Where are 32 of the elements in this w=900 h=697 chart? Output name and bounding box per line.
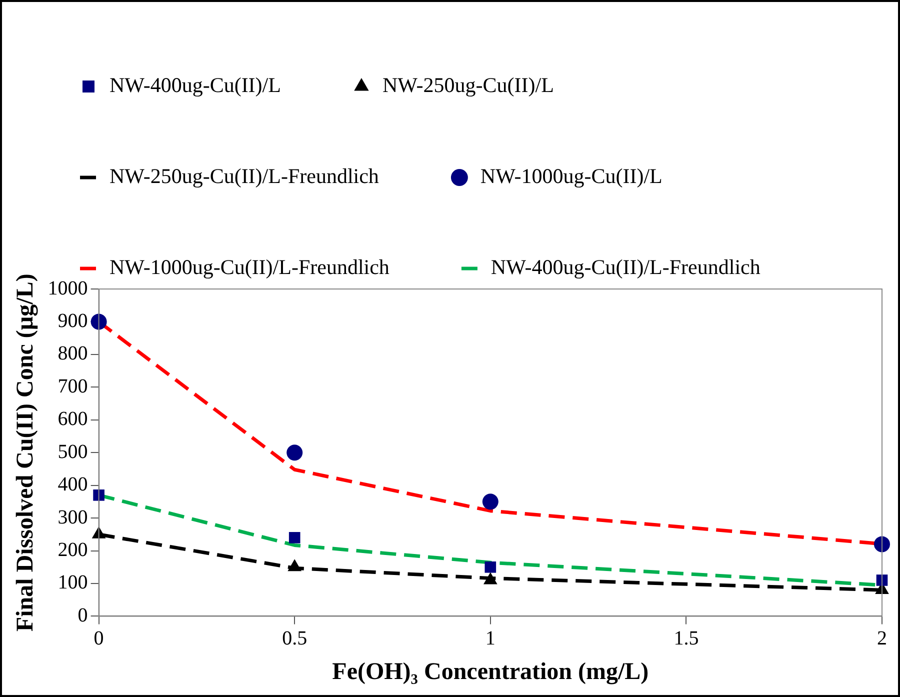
legend-label: NW-250ug-Cu(II)/L xyxy=(382,73,554,98)
y-tick-label: 1000 xyxy=(48,277,88,300)
y-tick-label: 200 xyxy=(58,539,88,562)
y-tick-label: 800 xyxy=(58,342,88,365)
y-tick-label: 600 xyxy=(58,408,88,430)
y-tick-label: 500 xyxy=(58,440,88,463)
legend-label: NW-400ug-Cu(II)/L-Freundlich xyxy=(490,255,761,280)
x-tick-label: 2 xyxy=(877,627,887,650)
point xyxy=(482,494,498,510)
x-tick-label: 0.5 xyxy=(282,627,308,650)
point xyxy=(90,314,107,330)
point xyxy=(876,574,888,586)
legend-label: NW-1000ug-Cu(II)/L-Freundlich xyxy=(110,255,390,280)
y-tick-label: 700 xyxy=(58,375,88,398)
legend-label: NW-400ug-Cu(II)/L xyxy=(110,73,281,98)
x-tick-label: 0 xyxy=(94,627,104,650)
point xyxy=(288,532,300,544)
x-axis-title: Fe(OH)₃ Concentration (mg/L) xyxy=(332,658,649,685)
x-tick-label: 1 xyxy=(485,627,496,650)
point xyxy=(874,536,890,552)
point xyxy=(286,444,303,461)
y-tick-label: 100 xyxy=(58,572,88,594)
y-tick-label: 400 xyxy=(58,474,88,496)
y-axis-title: Final Dissolved Cu(II) Conc (µg/L) xyxy=(12,274,39,632)
y-tick-label: 0 xyxy=(78,604,88,626)
point xyxy=(93,489,104,501)
y-tick-label: 900 xyxy=(58,310,88,332)
legend-label: NW-1000ug-Cu(II)/L xyxy=(480,164,662,188)
y-tick-label: 300 xyxy=(58,506,88,528)
point xyxy=(484,561,496,573)
legend-label: NW-250ug-Cu(II)/L-Freundlich xyxy=(110,164,380,188)
x-tick-label: 1.5 xyxy=(674,627,699,650)
